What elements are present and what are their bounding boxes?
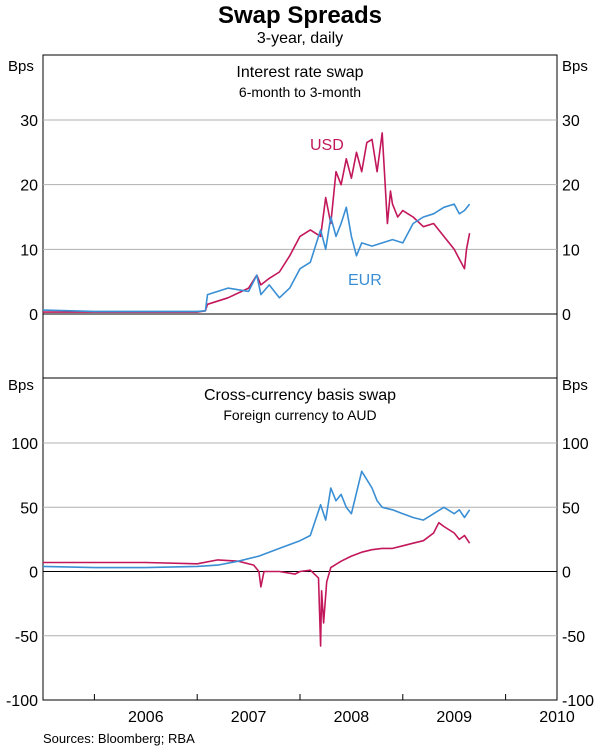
bottom-panel-title: Cross-currency basis swap [204,387,396,404]
y-tick-label-left: 0 [29,565,38,582]
bottom-right-unit: Bps [562,377,588,394]
source-note: Sources: Bloomberg; RBA [43,731,195,746]
y-tick-label-left: 50 [20,500,38,517]
top-left-unit: Bps [8,58,34,75]
y-tick-label-right: 30 [562,113,580,130]
y-tick-label-left: 100 [11,436,38,453]
series-line-eur [42,203,471,313]
x-tick-label: 2010 [539,709,575,726]
y-tick-label-right: 100 [562,436,589,453]
y-tick-label-right: 0 [562,565,571,582]
y-tick-label-left: -50 [15,629,38,646]
y-tick-label-right: -100 [562,693,594,710]
y-tick-label-right: 10 [562,242,580,259]
y-tick-label-right: 20 [562,178,580,195]
y-tick-label-right: -50 [562,629,585,646]
bottom-panel-subtitle: Foreign currency to AUD [223,407,376,423]
top-right-unit: Bps [562,58,588,75]
chart-title: Swap Spreads [217,2,383,29]
chart-subtitle: 3-year, daily [256,30,344,47]
y-tick-label-left: 10 [20,242,38,259]
series-line-usd [43,132,471,313]
top-panel-title: Interest rate swap [236,64,363,81]
y-tick-label-right: 0 [562,307,571,324]
x-tick-label: 2007 [231,709,267,726]
top-panel-subtitle: 6-month to 3-month [239,84,361,100]
x-tick-label: 2006 [128,709,164,726]
bottom-left-unit: Bps [8,377,34,394]
y-tick-label-left: 0 [29,307,38,324]
usd-series-label: USD [310,137,344,154]
y-tick-label-left: 20 [20,178,38,195]
y-tick-label-right: 50 [562,500,580,517]
x-tick-label: 2009 [436,709,472,726]
y-tick-label-left: 30 [20,113,38,130]
series-line-eur [42,470,471,569]
series-line-usd [43,521,471,647]
x-tick-label: 2008 [334,709,370,726]
eur-series-label: EUR [348,272,382,289]
y-tick-label-left: -100 [6,693,38,710]
